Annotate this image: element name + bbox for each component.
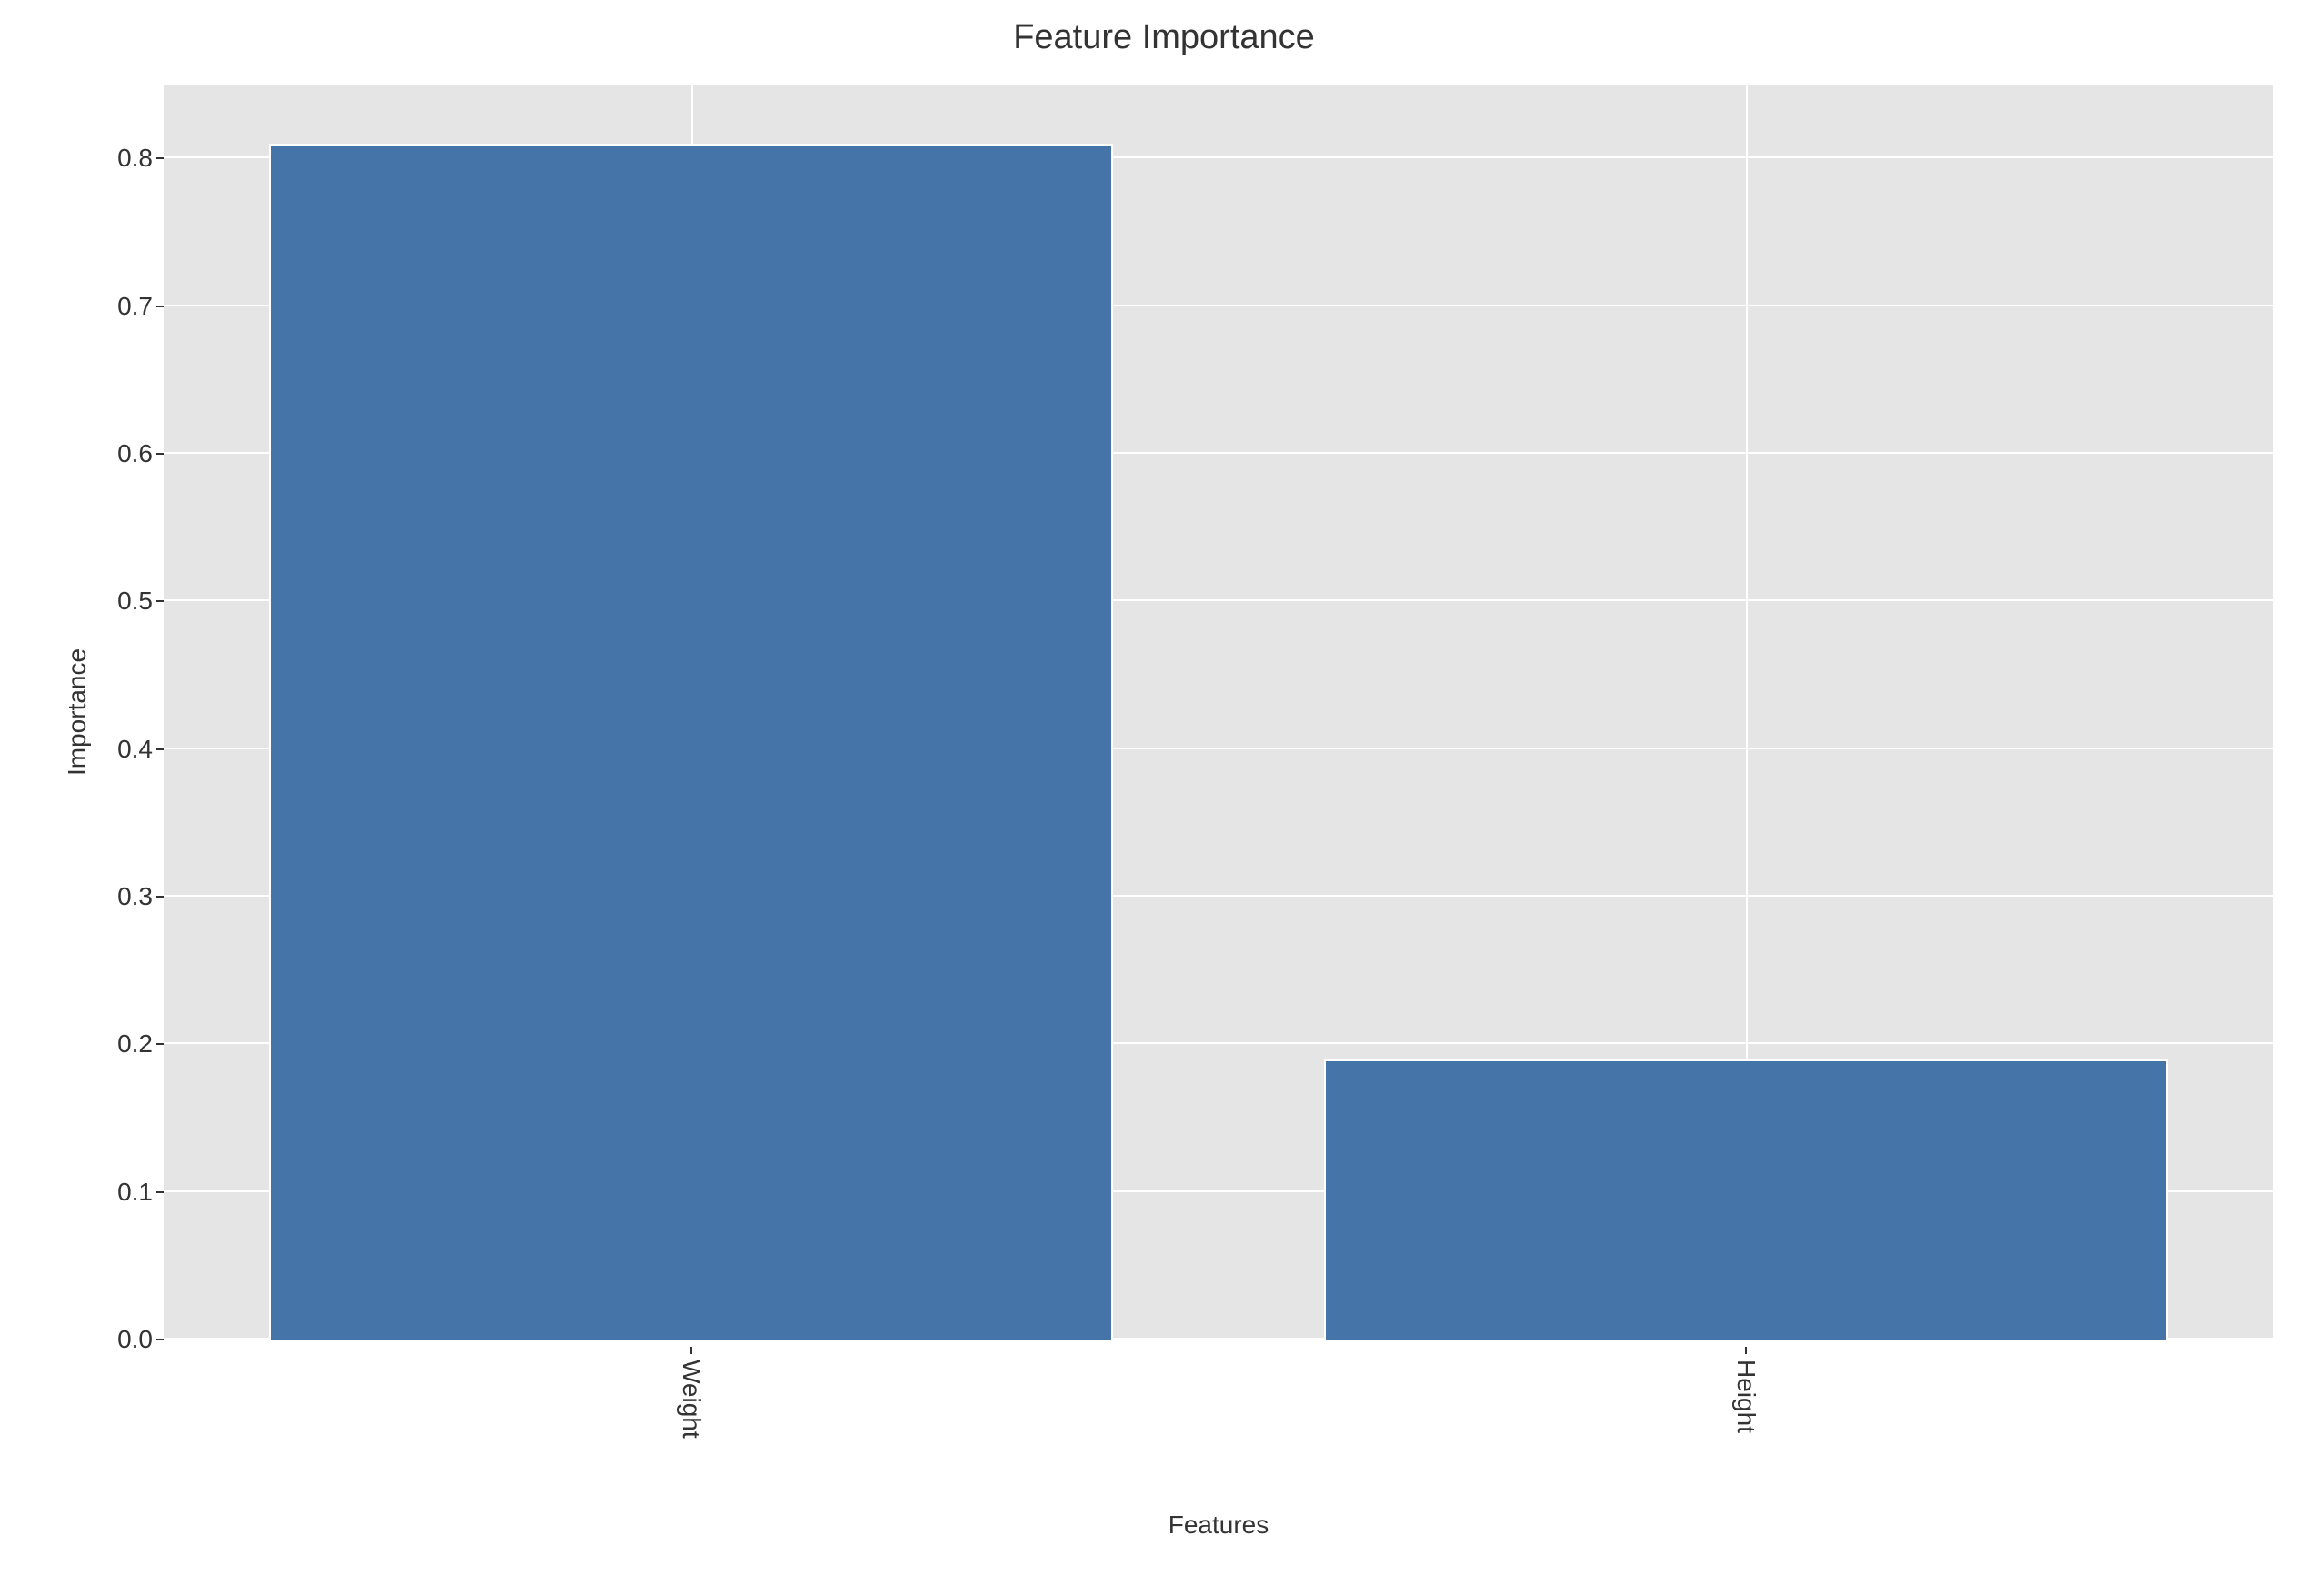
y-tick-mark [156,306,164,307]
chart-container: Feature Importance Importance 0.0 0.1 0.2 0… [55,18,2273,1582]
y-tick-label: 0.7 [117,292,153,321]
x-axis: Weight Height [164,1347,2273,1511]
x-tick-mark [1745,1347,1747,1354]
bar [1324,1059,2168,1340]
x-axis-spacer [55,1347,164,1511]
x-tick-mark [690,1347,692,1354]
y-tick-mark [156,896,164,898]
x-tick-label: Height [1731,1360,1760,1433]
y-tick-label: 0.3 [117,882,153,911]
y-tick-label: 0.0 [117,1325,153,1354]
plot-area [164,85,2273,1340]
y-tick-label: 0.6 [117,439,153,468]
y-tick-label: 0.2 [117,1029,153,1059]
y-tick-label: 0.5 [117,587,153,616]
y-tick-mark [156,157,164,159]
y-tick-label: 0.1 [117,1178,153,1207]
plot-wrapper: Importance 0.00.10.20.30.40.50.60.70.8 [55,85,2273,1340]
x-axis-label: Features [55,1511,2273,1540]
y-tick-mark [156,1339,164,1340]
y-tick-mark [156,600,164,602]
y-tick-mark [156,1043,164,1045]
y-tick-label: 0.8 [117,144,153,173]
y-axis: 0.00.10.20.30.40.50.60.70.8 [100,85,164,1340]
chart-title: Feature Importance [55,18,2273,57]
y-axis-label: Importance [55,85,100,1340]
x-tick-label: Weight [677,1360,706,1439]
bar [269,144,1113,1340]
x-axis-wrapper: Weight Height [55,1347,2273,1511]
y-tick-mark [156,748,164,750]
y-tick-mark [156,1191,164,1193]
y-tick-mark [156,453,164,455]
y-tick-label: 0.4 [117,735,153,764]
